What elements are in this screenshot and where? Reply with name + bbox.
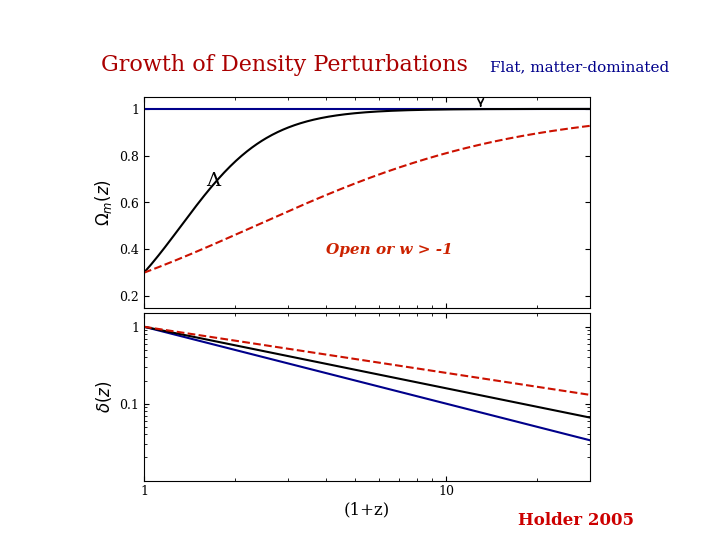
Y-axis label: $\Omega_m(z)$: $\Omega_m(z)$ — [93, 179, 114, 226]
Text: (1+z): (1+z) — [344, 502, 390, 518]
Text: Holder 2005: Holder 2005 — [518, 512, 634, 529]
Text: Λ: Λ — [206, 172, 220, 190]
Text: Open or w > -1: Open or w > -1 — [326, 243, 453, 257]
Text: Flat, matter-dominated: Flat, matter-dominated — [490, 60, 669, 74]
Text: Growth of Density Perturbations: Growth of Density Perturbations — [101, 54, 468, 76]
Y-axis label: $\delta(z)$: $\delta(z)$ — [94, 381, 114, 413]
